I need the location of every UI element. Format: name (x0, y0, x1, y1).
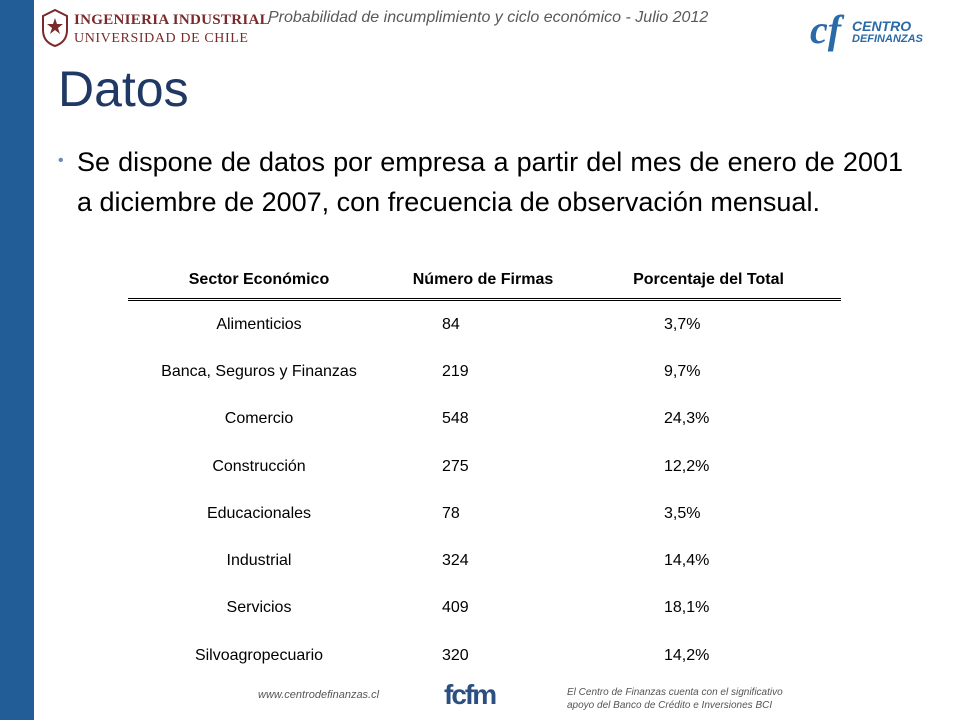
table-header-row: Sector Económico Número de Firmas Porcen… (128, 262, 841, 301)
university-seal-icon (42, 8, 68, 48)
table-row: Comercio 548 24,3% (128, 396, 841, 443)
logo-fcfm: fcfm (444, 679, 497, 713)
cell-firmas: 78 (442, 504, 460, 522)
logo-cf-line-1: CENTRO (852, 18, 912, 34)
logo-line-2: UNIVERSIDAD DE CHILE (74, 31, 249, 46)
header-firmas: Número de Firmas (390, 262, 576, 301)
cell-firmas: 320 (442, 646, 469, 664)
cf-mark-icon: cf (810, 7, 842, 52)
cell-firmas: 275 (442, 457, 469, 475)
cell-sector: Silvoagropecuario (194, 646, 324, 664)
header-sector: Sector Económico (128, 262, 390, 301)
table-row: Banca, Seguros y Finanzas 219 9,7% (128, 348, 841, 395)
logo-centro-de-finanzas: cf CENTRO DEFINANZAS (810, 7, 923, 56)
footer-note-line-2: apoyo del Banco de Crédito e Inversiones… (567, 700, 773, 711)
table-row: Servicios 409 18,1% (128, 585, 841, 632)
fcfm-logo-text: fcfm (444, 679, 497, 710)
cell-firmas: 219 (442, 362, 469, 380)
cell-porcentaje: 3,7% (664, 315, 701, 333)
cell-porcentaje: 18,1% (664, 599, 710, 617)
cell-porcentaje: 12,2% (664, 457, 710, 475)
cell-sector: Educacionales (206, 504, 312, 522)
cell-porcentaje: 9,7% (664, 362, 701, 380)
cell-porcentaje: 3,5% (664, 504, 701, 522)
cell-sector: Construcción (212, 457, 306, 475)
table-row: Educacionales 78 3,5% (128, 490, 841, 537)
cell-sector: Alimenticios (216, 315, 302, 333)
cell-sector: Industrial (226, 552, 292, 570)
header-title: Probabilidad de incumplimiento y ciclo e… (268, 9, 709, 26)
sector-table: Sector Económico Número de Firmas Porcen… (128, 262, 841, 679)
bullet-text: Se dispone de datos por empresa a partir… (77, 147, 903, 217)
cell-porcentaje: 24,3% (664, 410, 710, 428)
logo-line-1: INGENIERIA INDUSTRIAL (74, 12, 270, 28)
footer-note: El Centro de Finanzas cuenta con el sign… (567, 686, 783, 712)
cell-sector: Banca, Seguros y Finanzas (161, 362, 357, 380)
cell-firmas: 409 (442, 599, 469, 617)
cell-porcentaje: 14,2% (664, 646, 710, 664)
cell-sector: Comercio (224, 410, 294, 428)
table-row: Construcción 275 12,2% (128, 443, 841, 490)
header-porcentaje: Porcentaje del Total (576, 262, 841, 301)
cell-porcentaje: 14,4% (664, 552, 710, 570)
cell-firmas: 84 (442, 315, 460, 333)
table-row: Alimenticios 84 3,7% (128, 300, 841, 349)
logo-ingenieria-industrial: INGENIERIA INDUSTRIAL UNIVERSIDAD DE CHI… (40, 6, 270, 52)
cell-firmas: 548 (442, 410, 469, 428)
table-row: Silvoagropecuario 320 14,2% (128, 632, 841, 679)
cell-firmas: 324 (442, 552, 469, 570)
slide-title: Datos (58, 61, 189, 117)
bullet-icon: • (58, 152, 64, 169)
table-row: Industrial 324 14,4% (128, 537, 841, 584)
footer-note-line-1: El Centro de Finanzas cuenta con el sign… (567, 687, 783, 698)
left-accent-bar (0, 0, 34, 720)
logo-cf-line-2: DEFINANZAS (852, 33, 923, 45)
cell-sector: Servicios (226, 599, 292, 617)
footer-url: www.centrodefinanzas.cl (258, 689, 380, 701)
